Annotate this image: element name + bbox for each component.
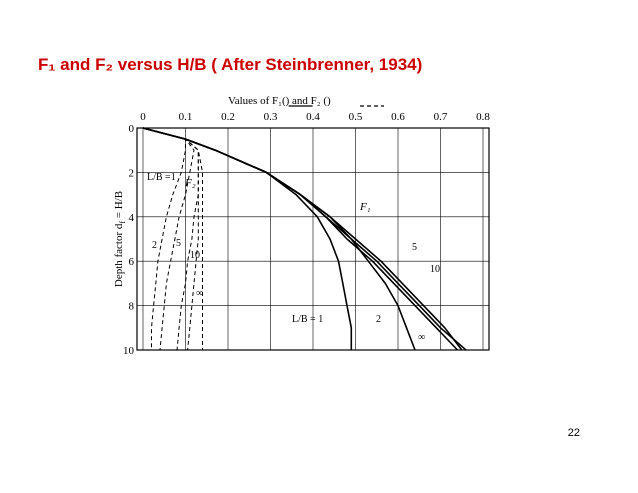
annotation: F₂ bbox=[184, 177, 196, 189]
y-tick-label: 4 bbox=[129, 212, 135, 224]
series-label: ∞ bbox=[418, 332, 425, 343]
page-number: 22 bbox=[568, 427, 580, 439]
annotation: F₁ bbox=[359, 201, 371, 213]
x-tick-label: 0.5 bbox=[349, 111, 363, 123]
y-axis-label: Depth factor df = H/B bbox=[113, 191, 127, 287]
series-label: L/B =1 bbox=[147, 172, 176, 183]
legend-text: ) and F₂ ( bbox=[286, 95, 328, 107]
x-tick-label: 0.7 bbox=[434, 111, 448, 123]
y-tick-label: 10 bbox=[123, 345, 135, 357]
x-tick-label: 0.1 bbox=[179, 111, 193, 123]
x-tick-label: 0 bbox=[140, 111, 146, 123]
series-label: 5 bbox=[176, 238, 181, 249]
x-tick-label: 0.4 bbox=[306, 111, 320, 123]
slide-title: F₁ and F₂ versus H/B ( After Steinbrenne… bbox=[38, 55, 422, 74]
series-line bbox=[142, 127, 199, 351]
y-tick-label: 6 bbox=[129, 256, 135, 268]
series-label: 10 bbox=[190, 250, 200, 261]
series-label: 2 bbox=[376, 314, 381, 325]
y-tick-label: 2 bbox=[129, 167, 135, 179]
y-tick-label: 8 bbox=[129, 301, 135, 313]
series-label: L/B = 1 bbox=[292, 314, 323, 325]
x-tick-label: 0.3 bbox=[264, 111, 278, 123]
series-line bbox=[142, 127, 186, 350]
series-label: 10 bbox=[430, 264, 440, 275]
series-label: 5 bbox=[412, 242, 417, 253]
y-label-rest: = H/B bbox=[113, 191, 125, 221]
series-label: 2 bbox=[152, 240, 157, 251]
legend: Values of F₁() and F₂ () bbox=[228, 95, 331, 107]
series-line bbox=[142, 127, 199, 351]
y-label-text: Depth factor d bbox=[113, 223, 125, 287]
series-line bbox=[142, 127, 195, 351]
y-tick-label: 0 bbox=[129, 123, 135, 135]
series-line bbox=[142, 127, 203, 350]
series-line bbox=[142, 127, 459, 351]
legend-text: Values of F₁( bbox=[228, 95, 286, 107]
y-label-sub: f bbox=[118, 221, 127, 224]
x-tick-label: 0.2 bbox=[221, 111, 235, 123]
x-tick-label: 0.8 bbox=[476, 111, 490, 123]
legend-text: ) bbox=[327, 95, 331, 107]
series-label: ∞ bbox=[196, 288, 203, 299]
x-tick-label: 0.6 bbox=[391, 111, 405, 123]
